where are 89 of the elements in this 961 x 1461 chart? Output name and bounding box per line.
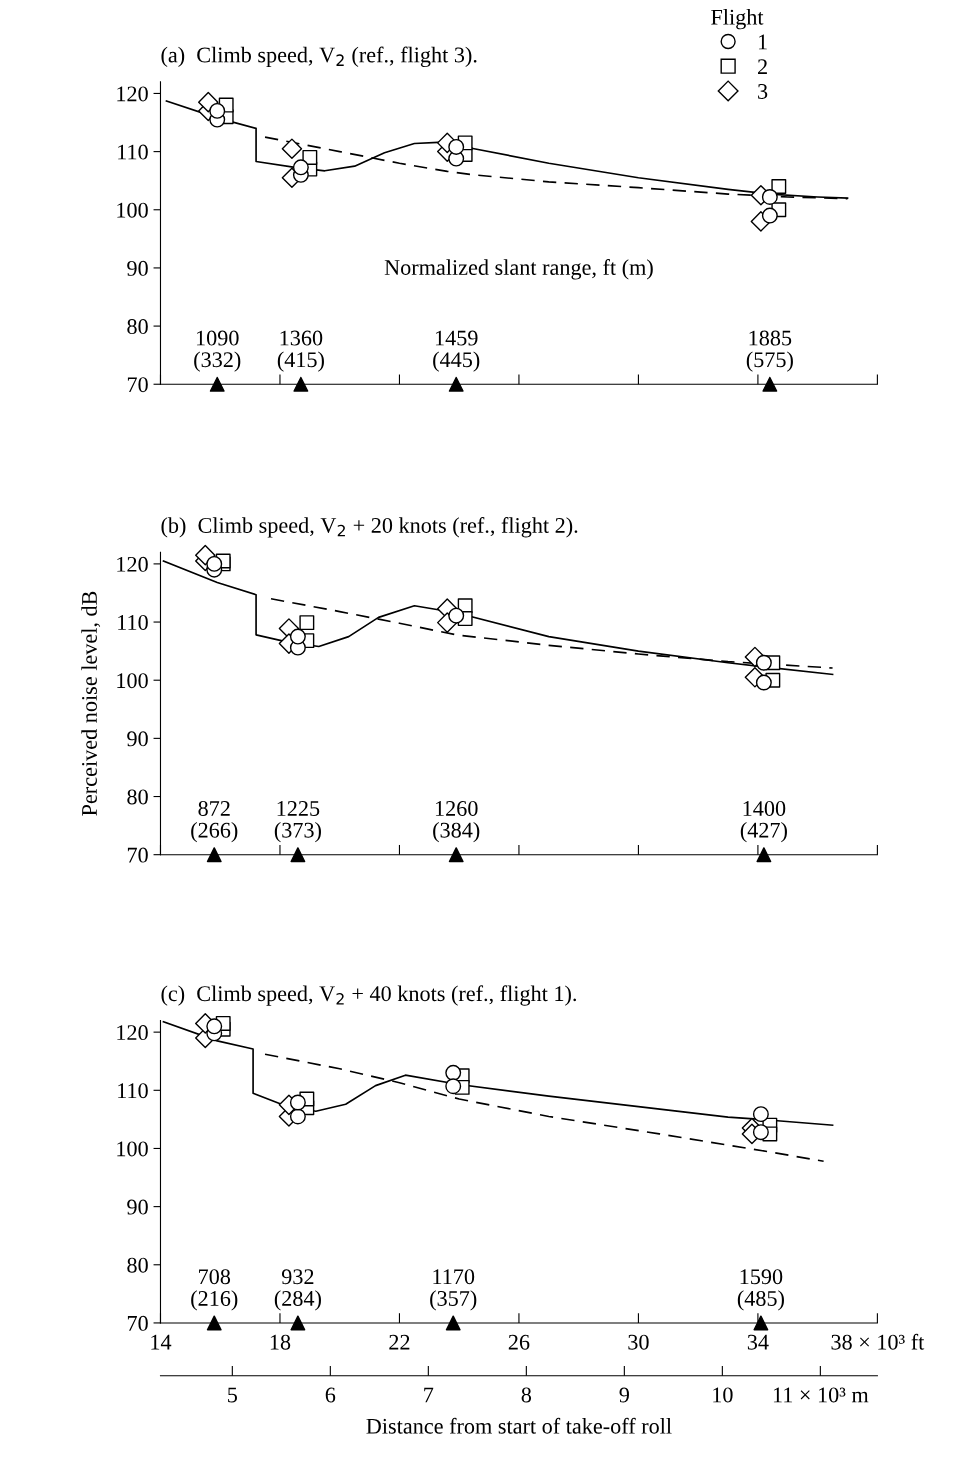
point [206, 1315, 222, 1331]
y-tick-label: 80 [127, 319, 148, 335]
x2-tick-label: 11 × 10³ m [773, 1387, 869, 1403]
point [752, 1124, 769, 1141]
point [771, 179, 787, 194]
legend-title: Flight [711, 9, 764, 30]
point [289, 1108, 306, 1125]
point [448, 138, 465, 155]
point [281, 138, 303, 159]
y-tick-label: 80 [127, 1257, 148, 1273]
point [302, 149, 318, 165]
point [755, 654, 772, 671]
annotation: Normalized slant range, ft (m) [384, 259, 653, 280]
point [292, 159, 309, 176]
x-tick-label: 14 [151, 1334, 172, 1350]
legend-label: 3 [758, 84, 768, 99]
point [299, 615, 315, 631]
point [198, 91, 219, 113]
chart-title: (b) Climb speed, V$_{2}$ + 20 knots (ref., flight 2). [161, 517, 578, 538]
point [290, 1315, 306, 1331]
annotation: 1170 (357) [430, 1269, 477, 1311]
y-tick-label: 100 [117, 202, 148, 218]
annotation: 1360 (415) [277, 330, 324, 372]
point [448, 847, 464, 863]
annotation: 1400 (427) [740, 800, 787, 843]
x-tick-label: 34 [747, 1334, 769, 1350]
y-tick-label: 70 [127, 1315, 148, 1331]
x2-tick-label: 10 [713, 1387, 733, 1403]
y-tick-label: 70 [127, 847, 148, 863]
legend-label: 1 [758, 34, 767, 50]
point [448, 376, 464, 392]
chart-title: (c) Climb speed, V$_{2}$ + 40 knots (ref., flight 1). [161, 985, 577, 1006]
x-tick-label: 30 [628, 1334, 649, 1350]
chart-title: (a) Climb speed, V$_{2}$ (ref., flight 3). [161, 46, 477, 68]
annotation: 708 (216) [191, 1269, 238, 1311]
annotation: 1459 (445) [433, 330, 480, 372]
point [206, 1018, 223, 1035]
x-tick-label: 18 [270, 1334, 291, 1350]
annotation: 1885 (575) [746, 330, 793, 372]
legend-label: 2 [758, 59, 767, 74]
y-tick-label: 100 [117, 673, 148, 689]
x2-tick-label: 7 [424, 1387, 434, 1403]
x2-tick-label: 8 [521, 1387, 532, 1403]
y-axis-title: Perceived noise level, dB [81, 591, 101, 816]
point [289, 628, 306, 645]
x2-tick-label: 6 [325, 1387, 336, 1403]
point [756, 847, 772, 863]
x2-tick-label: 9 [619, 1387, 629, 1403]
point [209, 102, 226, 119]
x-tick-label: 26 [508, 1334, 530, 1350]
point [753, 1315, 769, 1331]
point [206, 555, 223, 572]
y-tick-label: 100 [117, 1141, 148, 1157]
x-tick-label: 38 × 10³ ft [831, 1333, 925, 1350]
point [289, 1094, 306, 1111]
y-tick-label: 120 [117, 86, 148, 102]
y-tick-label: 90 [127, 731, 148, 747]
point [761, 188, 778, 205]
x2-tick-label: 5 [228, 1387, 238, 1403]
point [195, 544, 216, 566]
annotation: 1590 (485) [737, 1269, 784, 1311]
x-axis-title: Distance from start of take-off roll [366, 1417, 672, 1434]
y-tick-label: 70 [127, 377, 148, 393]
point [762, 376, 778, 392]
point [293, 376, 309, 392]
y-tick-label: 120 [117, 1025, 148, 1041]
y-tick-label: 110 [118, 144, 148, 160]
point [206, 847, 222, 863]
point [445, 1078, 462, 1095]
y-tick-label: 110 [118, 614, 148, 630]
y-tick-label: 90 [127, 1199, 148, 1215]
x-tick-label: 22 [389, 1334, 410, 1350]
annotation: 1090 (332) [194, 330, 241, 372]
point [755, 674, 772, 691]
y-tick-label: 80 [127, 789, 148, 805]
y-tick-label: 110 [118, 1083, 148, 1099]
point [448, 607, 465, 624]
point [445, 1064, 462, 1081]
y-tick-label: 120 [117, 556, 148, 572]
point [761, 207, 778, 224]
point [209, 376, 225, 392]
annotation: 872 (266) [191, 800, 238, 843]
annotation: 1225 (373) [274, 801, 321, 843]
point [290, 847, 306, 863]
y-tick-label: 90 [127, 260, 148, 276]
annotation: 932 (284) [274, 1269, 321, 1311]
point [445, 1315, 461, 1331]
annotation: 1260 (384) [433, 800, 480, 843]
point [752, 1106, 769, 1123]
